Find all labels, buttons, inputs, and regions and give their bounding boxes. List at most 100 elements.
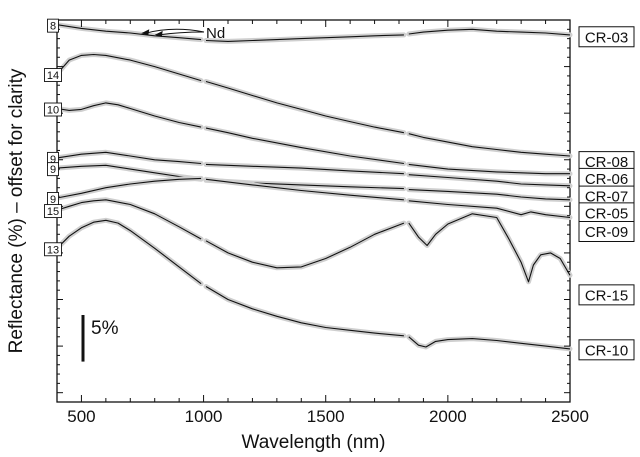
series-label-box [578,339,635,361]
series-label-text: CR-06 [585,171,628,188]
scale-bar-group: 5% [81,315,119,362]
series-line [408,213,571,283]
series-label: CR-09 [578,220,635,242]
series-band [54,52,204,84]
series-line [408,163,570,175]
series-band [203,79,407,136]
series-cr-09 [54,175,573,220]
offset-label-text: 9 [50,154,56,166]
series-line [56,199,202,240]
series-band [203,284,407,339]
x-axis-ticks: 500 1000 1500 2000 2500 [67,20,589,426]
series-line [56,24,202,41]
nd-arrow [158,31,205,36]
series-cr-08 [54,52,573,159]
series-cr-07 [54,149,573,189]
offset-label-text: 9 [50,164,56,176]
series-line [408,133,571,157]
series-line [205,80,405,134]
scale-bar-label: 5% [91,318,119,339]
series-band [203,220,407,271]
plot-frame [56,19,571,403]
series-band [406,131,573,159]
offset-label-box [44,204,62,219]
x-tick-label: 500 [67,407,95,426]
offset-label: 13 [44,242,62,257]
offset-label-text: 15 [47,206,59,218]
series-band [406,211,573,285]
offset-label-text: 14 [47,70,59,82]
series-line [205,178,404,201]
offset-label: 8 [47,18,59,33]
series-label-box [578,220,635,242]
nd-annotation-text: Nd [206,25,225,42]
series-line [205,34,404,42]
series-line [408,28,571,36]
offset-label-box [44,242,62,257]
series-line [56,219,202,285]
series-label-text: CR-05 [585,205,628,222]
series-line [56,177,202,199]
series-band [406,161,573,177]
series-band [54,197,204,242]
series-label: CR-03 [578,26,635,48]
series-label: CR-06 [578,167,635,189]
series-label-text: CR-03 [585,29,628,46]
x-tick-label: 1500 [307,407,345,426]
series-label: CR-07 [578,185,635,207]
series-line [205,127,404,165]
series-cr-15 [54,197,573,285]
series-label-box [578,284,635,306]
series-line [205,286,404,337]
offset-label-text: 13 [47,244,59,256]
series-cr-10 [54,217,573,352]
series-line [408,174,571,187]
series-label-box [578,26,635,48]
series-cr-06 [54,100,573,177]
nd-arrowhead [154,30,163,37]
series-line [408,336,571,350]
offset-label: 9 [47,192,59,206]
offset-label-box [44,68,62,82]
offset-label-box [47,162,59,177]
series-band [54,175,204,201]
series-line [408,189,571,201]
offset-label: 9 [47,162,59,177]
series-label: CR-08 [578,151,635,173]
offset-label-text: 8 [50,21,56,33]
offset-label-text: 10 [47,105,59,117]
y-axis-ticks [57,28,570,394]
nd-arrow [145,28,205,34]
offset-label-box [44,102,62,117]
series-label-text: CR-09 [585,224,628,241]
series-band [54,100,204,130]
series-label: CR-10 [578,339,635,361]
offset-label-box [47,18,59,33]
series-line [56,151,202,165]
series-traces [54,22,573,352]
series-line [56,102,202,128]
offset-label: 14 [44,68,62,82]
series-line [205,222,405,269]
annotation-group: Nd [141,25,225,42]
series-band [203,125,407,166]
series-label: CR-15 [578,284,635,306]
offset-label: 15 [44,204,62,219]
y-axis-title: Reflectance (%) – offset for clarity [6,68,27,353]
series-line [56,164,202,180]
x-tick-label: 2000 [429,407,467,426]
series-label-text: CR-10 [585,342,628,359]
series-line [56,53,202,82]
series-cr-03 [54,22,573,44]
nd-arrowhead [141,29,150,36]
offset-label: 10 [44,102,62,117]
series-line [205,163,404,175]
x-tick-label: 1000 [185,407,223,426]
offset-label-text: 9 [50,194,56,206]
x-tick-label: 2500 [551,407,589,426]
series-label-text: CR-07 [585,189,628,206]
x-axis-title: Wavelength (nm) [242,432,386,453]
